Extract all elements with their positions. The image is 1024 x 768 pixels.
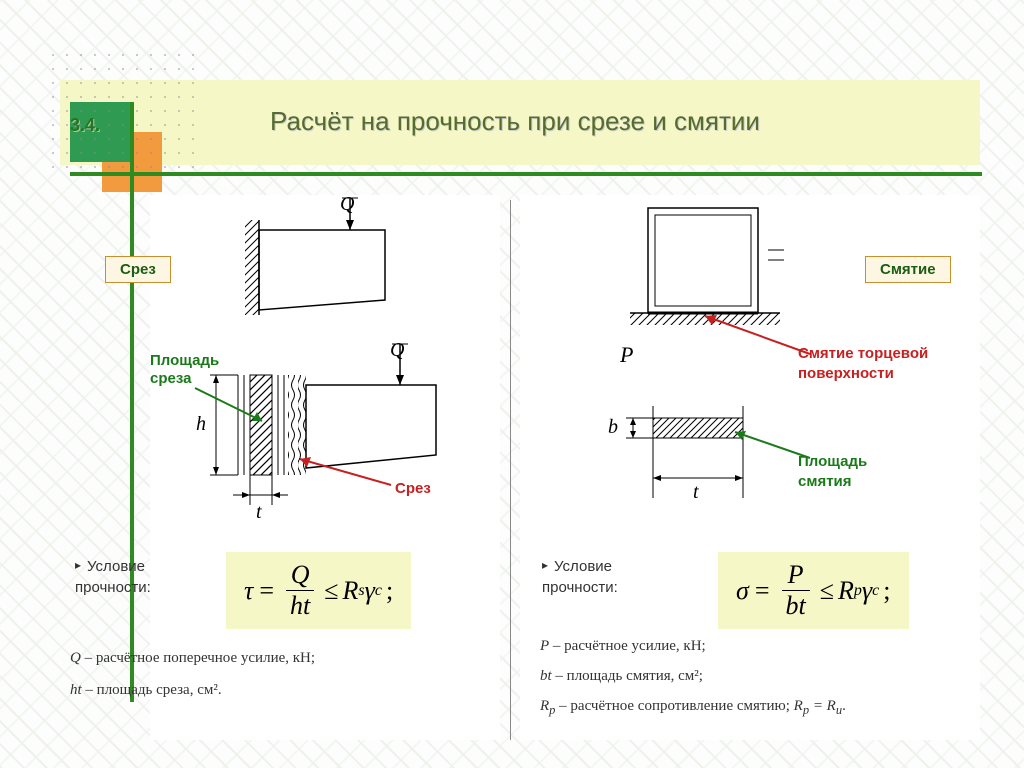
left-diagram-upper: Q <box>245 195 455 320</box>
right-desc-1: P – расчётное усилие, кН; <box>540 638 706 655</box>
left-condition-label: ▸Условие прочности: <box>75 556 185 598</box>
section-number: 3.4. <box>70 115 100 136</box>
left-red-leader <box>296 455 406 495</box>
right-area-label: Площадь смятия <box>798 452 898 491</box>
right-formula: σ = P bt ≤ Rp γc ; <box>718 552 909 629</box>
right-box-label: Смятие <box>865 256 951 283</box>
symbol-P: P <box>620 342 633 367</box>
left-desc-1: Q – расчётное поперечное усилие, кН; <box>70 650 315 667</box>
left-green-leader <box>190 376 290 426</box>
middle-divider <box>510 200 511 740</box>
horizontal-rule <box>70 172 982 176</box>
bullet-icon: ▸ <box>542 558 548 572</box>
right-condition-label: ▸Условие прочности: <box>542 556 652 598</box>
right-end-label: Смятие торцевой поверхности <box>798 344 958 383</box>
symbol-b: b <box>608 416 618 438</box>
symbol-t: t <box>256 501 262 520</box>
left-formula: τ = Q ht ≤ Rs γc ; <box>226 552 411 629</box>
right-desc-2: bt – площадь смятия, см²; <box>540 668 703 685</box>
bullet-icon: ▸ <box>75 558 81 572</box>
vertical-rule <box>130 102 134 702</box>
symbol-Q-lower: Q <box>390 340 405 361</box>
right-desc-3: Rp – расчётное сопротивление смятию; Rp … <box>540 698 846 718</box>
left-desc-2: ht – площадь среза, см². <box>70 682 222 699</box>
left-box-label: Срез <box>105 256 171 283</box>
symbol-t-r: t <box>693 481 699 503</box>
left-deform-label: Срез <box>395 480 431 497</box>
dot-grid <box>46 48 198 178</box>
page-title: Расчёт на прочность при срезе и смятии <box>270 106 760 137</box>
